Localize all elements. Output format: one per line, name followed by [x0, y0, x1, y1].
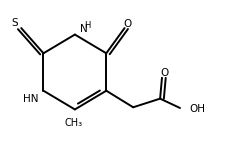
- Text: O: O: [160, 68, 168, 78]
- Text: S: S: [11, 18, 18, 28]
- Text: OH: OH: [189, 104, 205, 114]
- Text: N: N: [80, 24, 88, 34]
- Text: CH₃: CH₃: [65, 118, 83, 128]
- Text: H: H: [84, 21, 91, 30]
- Text: O: O: [124, 19, 132, 29]
- Text: HN: HN: [23, 94, 38, 104]
